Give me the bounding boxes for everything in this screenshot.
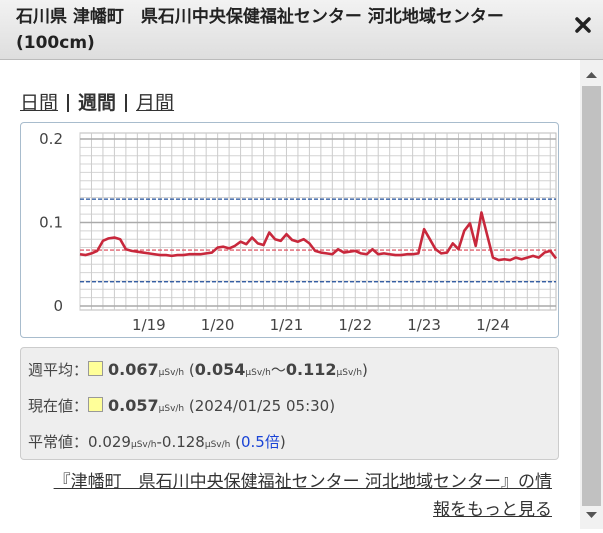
stats-row: 平常値：0.029μSv/h-0.128μSv/h (0.5倍) xyxy=(28,425,558,461)
unit: μSv/h xyxy=(245,368,271,378)
stats-value: 0.057 xyxy=(108,396,159,415)
x-tick-label: 1/24 xyxy=(476,316,510,334)
chart: 0 0.1 0.2 1/19 1/20 1/21 1/22 1/23 1/24 xyxy=(39,130,558,334)
stats-value: ) xyxy=(279,433,286,451)
unit: μSv/h xyxy=(158,368,185,378)
stats-value: (2024/01/25 05:30) xyxy=(184,397,336,415)
stats-label: 現在値： xyxy=(28,397,89,415)
header-title: 石川県 津幡町 県石川中央保健福祉センター 河北地域センター (100cm) xyxy=(16,7,504,53)
stats-value: 0.5倍 xyxy=(240,433,280,451)
x-tick-label: 1/22 xyxy=(338,316,372,334)
period-tab[interactable]: 週間 xyxy=(78,92,117,114)
unit: μSv/h xyxy=(130,440,157,450)
stats-value: ( xyxy=(230,433,241,451)
period-tab[interactable]: 月間 xyxy=(136,92,175,114)
x-tick-label: 1/19 xyxy=(132,316,166,334)
stats-value: ( xyxy=(184,361,195,379)
stats-label: 週平均： xyxy=(28,361,89,379)
color-swatch xyxy=(88,361,104,376)
y-tick-label: 0 xyxy=(53,297,63,315)
stats-value: ～ xyxy=(270,361,286,379)
header: 石川県 津幡町 県石川中央保健福祉センター 河北地域センター (100cm) xyxy=(0,0,603,60)
stats-value: 0.112 xyxy=(285,360,337,379)
stats-value: 0.067 xyxy=(108,360,159,379)
unit: μSv/h xyxy=(336,368,363,378)
stats-value: 0.029 xyxy=(88,433,131,451)
unit: μSv/h xyxy=(204,440,231,450)
stats-row: 週平均： 0.067μSv/h (0.054μSv/h～0.112μSv/h) xyxy=(28,353,558,389)
unit: μSv/h xyxy=(158,404,185,414)
y-tick-label: 0.2 xyxy=(39,130,63,148)
scroll-arrows xyxy=(586,72,597,518)
tab-separator xyxy=(125,94,128,112)
chart-box: 0 0.1 0.2 1/19 1/20 1/21 1/22 1/23 1/24 xyxy=(20,122,559,338)
y-tick-label: 0.1 xyxy=(39,214,63,232)
stats-row: 現在値： 0.057μSv/h (2024/01/25 05:30) xyxy=(28,389,558,425)
period-tabs: 日間 週間 月間 xyxy=(20,90,174,116)
x-tick-label: 1/21 xyxy=(270,316,304,334)
x-tick-label: 1/20 xyxy=(201,316,235,334)
data-line xyxy=(79,211,558,262)
period-tab[interactable]: 日間 xyxy=(20,92,59,114)
stats-value: 0.054 xyxy=(194,360,246,379)
tab-separator xyxy=(67,94,70,112)
x-tick-label: 1/23 xyxy=(407,316,441,334)
stats-label: 平常値： xyxy=(28,433,89,451)
color-swatch xyxy=(88,397,104,412)
stats-value: -0.128 xyxy=(156,433,205,451)
scroll-thumb[interactable] xyxy=(582,86,601,506)
stats-box: 週平均： 0.067μSv/h (0.054μSv/h～0.112μSv/h) 現在… xyxy=(20,347,559,460)
close-button[interactable] xyxy=(574,16,592,34)
more-info-link[interactable]: 『津幡町 県石川中央保健福祉センター 河北地域センター』の情報をもっと見る xyxy=(53,472,552,520)
stats-value: ) xyxy=(362,361,368,379)
